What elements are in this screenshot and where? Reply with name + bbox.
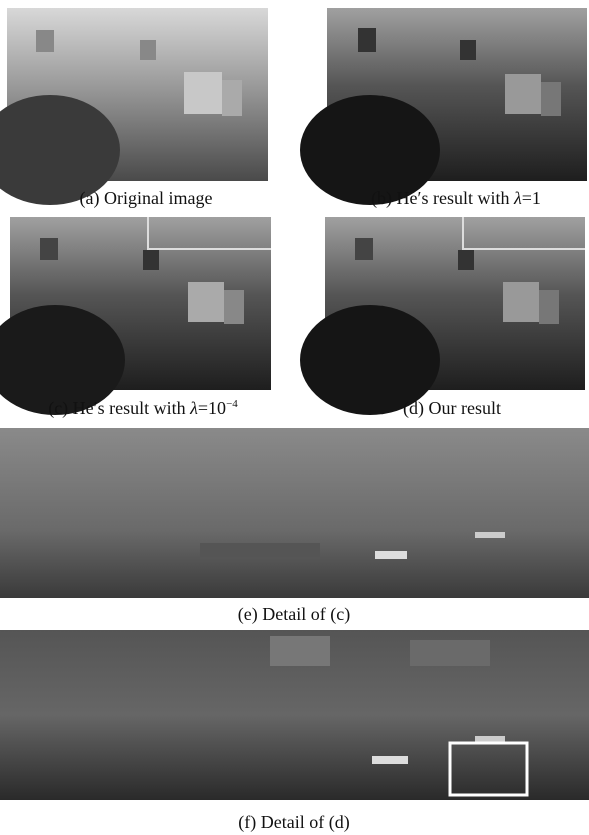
caption-part: λ — [513, 188, 522, 208]
caption-e: (e) Detail of (c) — [238, 604, 350, 625]
caption-part: =10 — [198, 398, 226, 418]
image-a — [0, 8, 268, 205]
image-e — [0, 428, 589, 598]
caption-c: (c) He′s result with λ=10−4 — [48, 398, 238, 419]
caption-part: (a) Original image — [80, 188, 213, 209]
caption-part: (c) He′s result with — [48, 398, 190, 419]
caption-f: (f) Detail of (d) — [238, 812, 349, 833]
image-c — [0, 217, 271, 415]
caption-a: (a) Original image — [80, 188, 213, 209]
image-b — [300, 8, 587, 205]
caption-part: =1 — [522, 188, 541, 208]
caption-b: (b) He′s result with λ=1 — [371, 188, 541, 209]
caption-part: (f) Detail of (d) — [238, 812, 349, 833]
image-d — [300, 217, 585, 415]
caption-part: −4 — [226, 398, 238, 410]
figure: (a) Original image (b) He′s result with … — [0, 0, 589, 835]
caption-part: (d) Our result — [403, 398, 501, 419]
caption-part: (e) Detail of (c) — [238, 604, 350, 625]
caption-d: (d) Our result — [403, 398, 501, 419]
caption-part: λ — [189, 398, 198, 418]
image-f — [0, 630, 589, 800]
caption-part: (b) He′s result with — [371, 188, 514, 209]
